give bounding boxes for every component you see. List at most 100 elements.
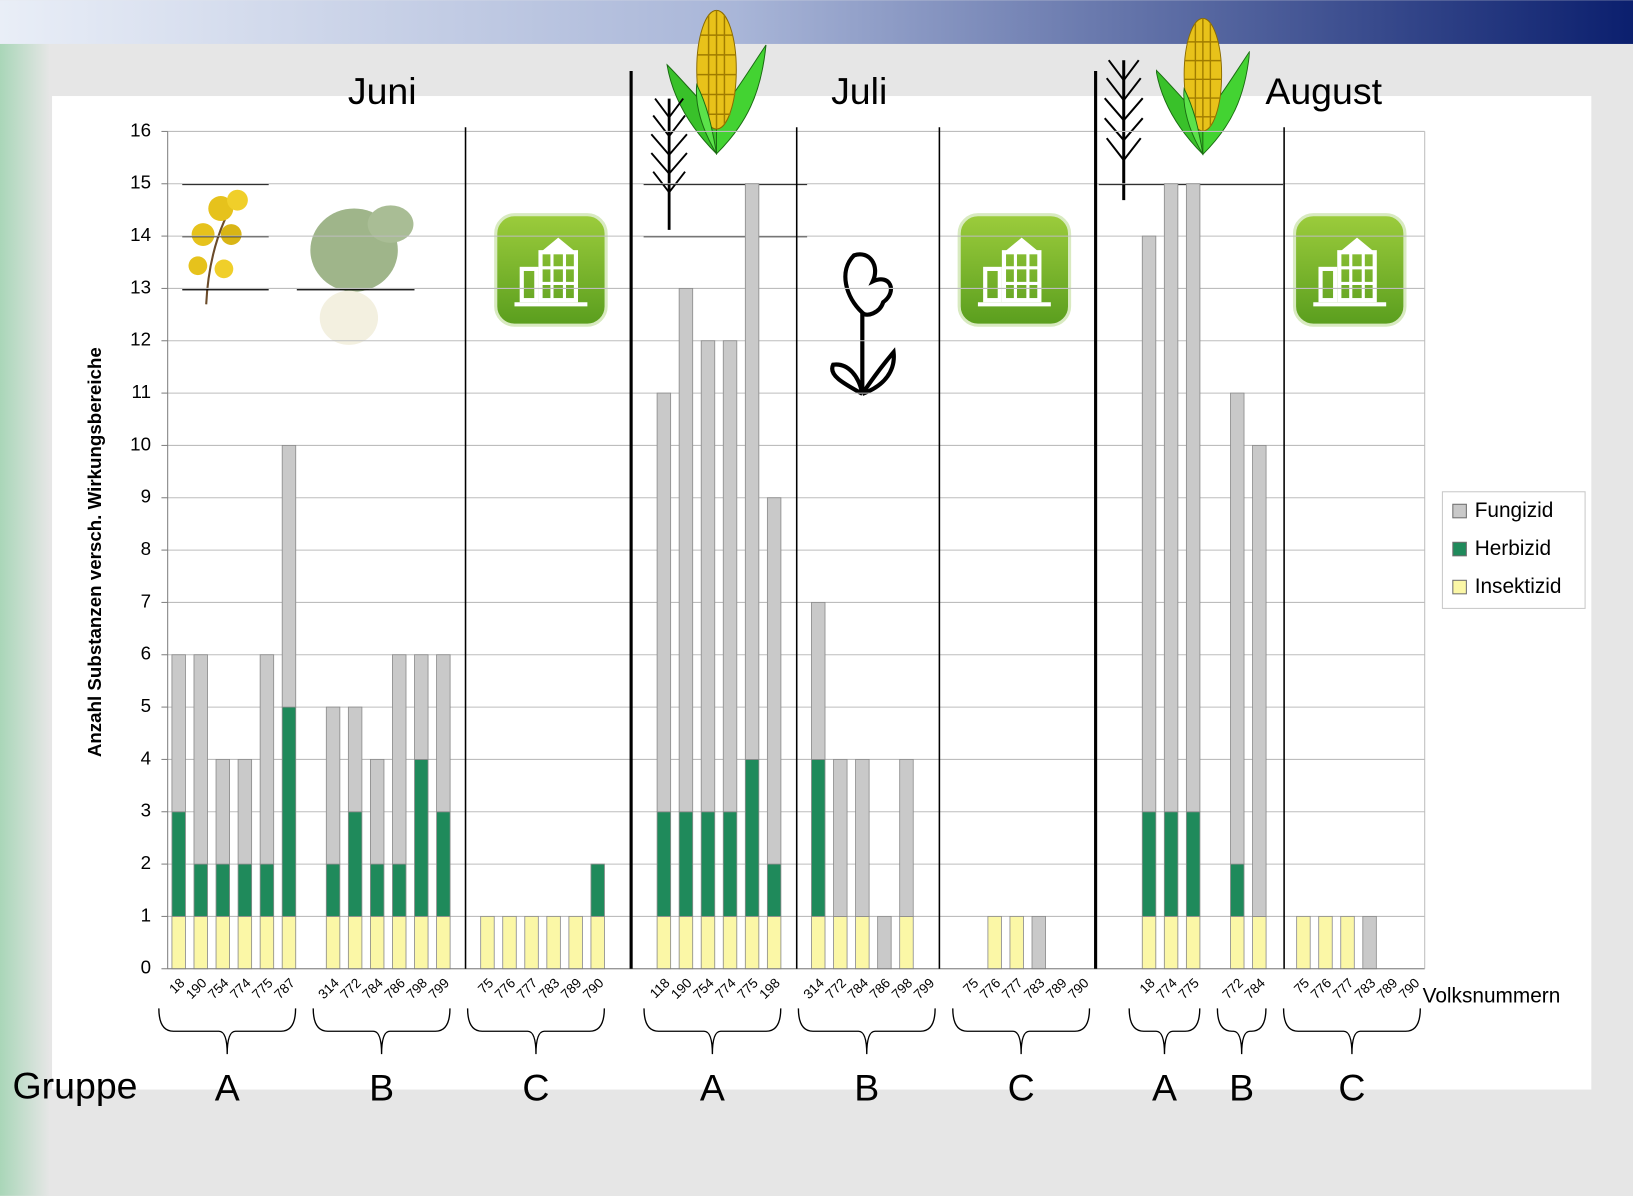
y-tick-label: 9 <box>141 486 151 507</box>
group-brace <box>158 1008 297 1055</box>
bar-segment <box>369 863 385 917</box>
group-label: A <box>700 1067 725 1109</box>
bar-segment <box>811 759 826 917</box>
bar-segment <box>1362 916 1377 970</box>
bar-segment <box>193 863 208 917</box>
bar-segment <box>722 340 738 813</box>
bar-segment <box>1252 916 1267 970</box>
bar-segment <box>414 759 429 917</box>
legend-label: Fungizid <box>1475 499 1554 522</box>
y-tick-label: 1 <box>141 904 151 925</box>
y-tick-label: 5 <box>141 695 151 716</box>
bar-segment <box>546 916 561 970</box>
group-label: A <box>1152 1067 1177 1109</box>
bar-segment <box>744 916 760 970</box>
bar-segment <box>1163 811 1179 917</box>
bar-segment <box>1163 916 1179 970</box>
group-brace <box>952 1008 1091 1055</box>
bar-segment <box>1230 916 1245 970</box>
bar-segment <box>855 759 870 917</box>
group-label: C <box>522 1067 549 1109</box>
group-axis-label: Gruppe <box>12 1064 137 1106</box>
bar-segment <box>568 916 583 970</box>
building-icon <box>1295 215 1405 325</box>
header-band <box>0 0 1633 44</box>
bar-segment <box>678 916 694 970</box>
bar-segment <box>259 863 275 917</box>
bar-segment <box>347 706 363 813</box>
bar-segment <box>436 916 451 970</box>
group-brace <box>643 1008 782 1055</box>
bar-segment <box>744 759 760 917</box>
bar-segment <box>722 916 738 970</box>
bar-segment <box>480 916 495 970</box>
legend-swatch <box>1452 579 1467 595</box>
group-brace <box>466 1008 606 1055</box>
bar-segment <box>325 863 341 917</box>
bar-segment <box>414 654 429 760</box>
illustrations <box>182 9 1405 396</box>
bar-segment <box>1141 235 1157 813</box>
legend-label: Insektizid <box>1475 575 1562 598</box>
bar-segment <box>193 916 208 970</box>
bar-segment <box>833 916 848 970</box>
y-tick-label: 4 <box>141 747 151 768</box>
bar-segment <box>1185 916 1201 970</box>
bar-segment <box>855 916 870 970</box>
group-label: C <box>1008 1067 1035 1109</box>
x-tick-label: 75 <box>960 975 981 996</box>
building-icon <box>496 215 606 325</box>
bar-segment <box>502 916 517 970</box>
bar-segment <box>766 916 782 970</box>
bar-segment <box>281 445 297 708</box>
plant-icon <box>188 189 248 305</box>
bar-segment <box>1252 445 1267 917</box>
y-tick-label: 2 <box>141 852 151 873</box>
legend-label: Herbizid <box>1475 537 1551 560</box>
bar-segment <box>766 863 782 917</box>
bar-segment <box>678 288 694 813</box>
bar-segment <box>392 863 407 917</box>
bar-segment <box>1230 392 1245 865</box>
bar-segment <box>259 654 275 865</box>
month-label: Juli <box>831 70 887 112</box>
bar-segment <box>1340 916 1355 970</box>
group-brace <box>1128 1008 1201 1055</box>
x-tick-label: 75 <box>475 975 496 996</box>
bar-segment <box>281 916 297 970</box>
y-tick-label: 8 <box>141 538 151 559</box>
bar-segment <box>369 759 385 865</box>
group-brace <box>1216 1008 1267 1055</box>
bar-segment <box>171 654 186 813</box>
bar-segment <box>744 183 760 760</box>
bar-segment <box>987 916 1002 970</box>
bar-segment <box>237 759 253 865</box>
bar-segment <box>656 916 672 970</box>
bar-segment <box>1185 183 1201 813</box>
bars <box>171 183 1377 970</box>
y-tick-label: 12 <box>130 329 151 350</box>
bar-segment <box>436 654 451 813</box>
bar-segment <box>1296 916 1311 970</box>
y-tick-label: 16 <box>130 119 151 140</box>
bar-segment <box>722 811 738 917</box>
bar-segment <box>193 654 208 865</box>
bar-segment <box>899 916 914 970</box>
bar-segment <box>237 916 253 970</box>
bar-segment <box>237 863 253 917</box>
x-tick-label: 18 <box>166 975 187 996</box>
plant-icon <box>310 205 414 345</box>
bar-segment <box>1031 916 1046 970</box>
bar-segment <box>811 916 826 970</box>
group-label: C <box>1338 1067 1365 1109</box>
bar-segment <box>899 759 914 917</box>
group-brace <box>1282 1008 1421 1055</box>
bar-segment <box>700 916 716 970</box>
group-brace <box>797 1008 936 1055</box>
month-label: Juni <box>348 70 417 112</box>
bar-segment <box>811 602 826 760</box>
bar-segment <box>171 916 186 970</box>
building-icon <box>959 215 1069 325</box>
